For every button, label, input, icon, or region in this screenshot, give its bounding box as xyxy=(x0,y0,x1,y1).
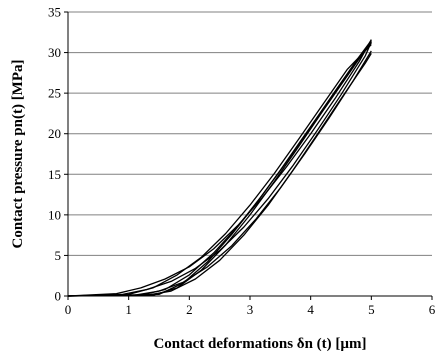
series-line-4 xyxy=(67,53,372,297)
x-tick-label-5: 5 xyxy=(368,302,375,317)
series-line-7 xyxy=(67,44,372,297)
y-tick-label-2: 10 xyxy=(48,207,61,222)
y-axis-label: Contact pressure pn(t) [MPa] xyxy=(10,59,26,248)
y-tick-label-0: 0 xyxy=(55,289,62,304)
y-tick-label-1: 5 xyxy=(55,248,62,263)
x-tick-label-1: 1 xyxy=(125,302,132,317)
x-tick-label-2: 2 xyxy=(186,302,193,317)
series-line-8 xyxy=(67,42,372,297)
series-group xyxy=(67,39,372,297)
series-line-2 xyxy=(67,41,372,297)
series-line-6 xyxy=(67,40,372,297)
x-axis-label: Contact deformations δn (t) [µm] xyxy=(153,336,366,352)
y-tick-label-4: 20 xyxy=(48,126,61,141)
y-tick-label-3: 15 xyxy=(48,167,61,182)
grid-lines xyxy=(68,11,432,256)
series-line-1 xyxy=(67,39,372,297)
x-tick-label-3: 3 xyxy=(247,302,254,317)
series-line-5 xyxy=(67,40,372,297)
x-tick-label-0: 0 xyxy=(65,302,72,317)
tick-labels: 0 5 10 15 20 25 30 35 0 1 2 3 4 5 6 xyxy=(48,5,435,318)
series-line-3 xyxy=(67,50,372,297)
y-tick-label-5: 25 xyxy=(48,86,61,101)
axes xyxy=(64,11,433,300)
y-tick-label-7: 35 xyxy=(48,5,61,20)
y-tick-label-6: 30 xyxy=(48,45,61,60)
x-tick-label-4: 4 xyxy=(307,302,314,317)
x-tick-label-6: 6 xyxy=(429,302,435,317)
